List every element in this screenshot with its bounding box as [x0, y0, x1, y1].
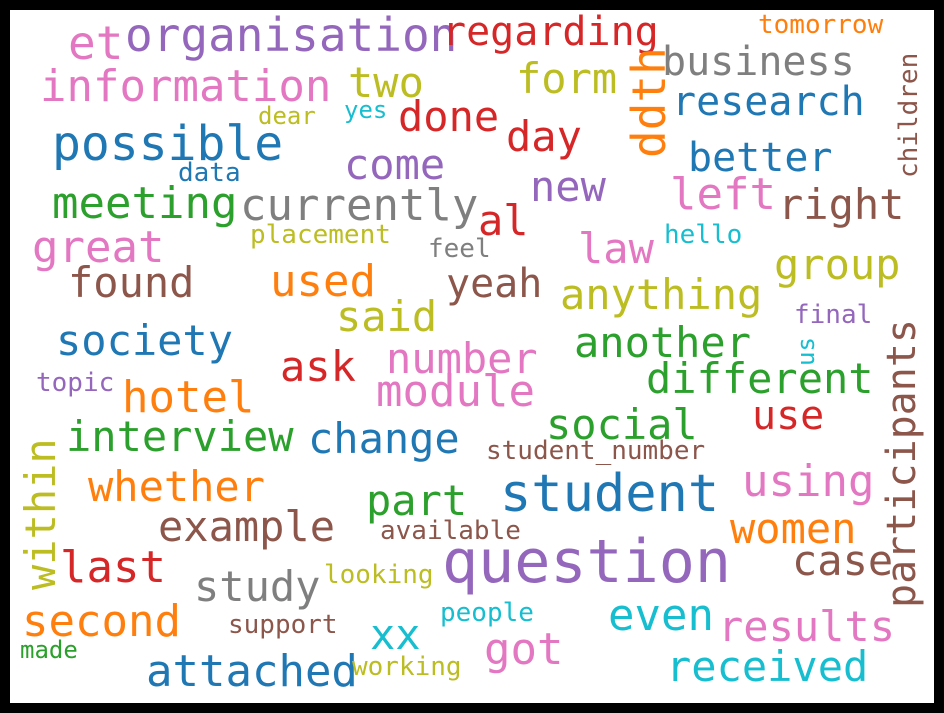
word-regarding: regarding: [442, 10, 659, 55]
word-placement: placement: [250, 220, 391, 250]
word-form: form: [516, 54, 618, 103]
word-come: come: [344, 140, 446, 189]
word-use: use: [752, 393, 825, 439]
word-another: another: [574, 318, 752, 367]
word-meeting: meeting: [52, 178, 238, 229]
word-dear: dear: [258, 102, 316, 130]
word-left: left: [670, 169, 776, 220]
word-society: society: [56, 316, 234, 365]
word-study: study: [194, 562, 321, 611]
word-available: available: [380, 516, 521, 546]
word-working: working: [352, 652, 462, 682]
word-done: done: [398, 92, 500, 141]
word-whether: whether: [88, 462, 266, 511]
word-yeah: yeah: [446, 261, 543, 307]
word-yes: yes: [344, 96, 388, 124]
word-possible: possible: [52, 116, 284, 172]
word-received: received: [666, 642, 869, 691]
word-part: part: [366, 476, 468, 525]
word-two: two: [348, 58, 424, 107]
word-used: used: [270, 256, 376, 307]
word-feel: feel: [428, 234, 491, 264]
word-data: data: [178, 158, 241, 188]
word-et: et: [68, 16, 124, 70]
word-different: different: [646, 354, 874, 403]
word-module: module: [376, 366, 535, 417]
word-made: made: [20, 636, 78, 664]
word-organisation: organisation: [125, 10, 458, 62]
word-new: new: [530, 162, 606, 211]
word-results: results: [718, 602, 896, 651]
word-law: law: [578, 224, 654, 273]
word-looking: looking: [324, 560, 434, 590]
word-second: second: [22, 596, 181, 647]
word-hotel: hotel: [122, 372, 255, 423]
word-great: great: [32, 222, 165, 273]
word-children: children: [894, 52, 924, 178]
word-case: case: [792, 536, 894, 585]
word-tomorrow: tomorrow: [758, 10, 884, 40]
word-interview: interview: [66, 412, 294, 461]
word-business: business: [662, 39, 855, 85]
word-hello: hello: [664, 220, 743, 250]
word-people: people: [440, 598, 534, 628]
word-said: said: [336, 292, 438, 341]
word-within: within: [16, 438, 65, 590]
word-final: final: [794, 300, 873, 330]
word-right: right: [778, 180, 905, 229]
word-ask: ask: [280, 342, 356, 391]
word-got: got: [484, 624, 564, 675]
word-support: support: [228, 610, 338, 640]
word-question: question: [442, 527, 731, 597]
word-currently: currently: [240, 180, 479, 231]
word-found: found: [68, 258, 195, 307]
word-anything: anything: [560, 270, 763, 319]
word-change: change: [308, 414, 460, 463]
word-even: even: [608, 590, 714, 641]
word-cloud: organisation regarding tomorrow et business i…: [10, 10, 934, 703]
word-last: last: [60, 542, 166, 593]
word-group: group: [774, 240, 901, 289]
word-research: research: [672, 79, 865, 125]
word-social: social: [546, 400, 698, 449]
word-xx: xx: [370, 610, 421, 659]
word-day: day: [506, 112, 582, 161]
word-student-number: student_number: [486, 436, 706, 466]
word-number: number: [386, 334, 538, 383]
word-women: women: [730, 504, 857, 553]
word-better: better: [688, 135, 833, 181]
word-using: using: [742, 456, 875, 507]
word-ddth: ddth: [622, 47, 676, 158]
word-information: information: [40, 61, 332, 112]
word-example: example: [158, 502, 336, 551]
word-student: student: [500, 464, 720, 524]
word-al: al: [478, 196, 529, 245]
word-topic: topic: [36, 368, 115, 398]
word-attached: attached: [146, 646, 358, 697]
